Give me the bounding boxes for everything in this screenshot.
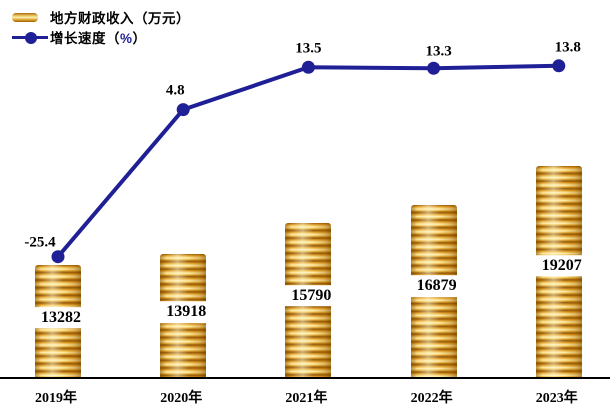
growth-value-label: 13.5 [295, 40, 322, 57]
growth-value-label: 13.3 [425, 43, 452, 60]
growth-value-label: -25.4 [24, 234, 56, 251]
x-axis-label: 2019年 [35, 391, 77, 406]
growth-value-label: 4.8 [165, 82, 185, 99]
x-axis-label: 2022年 [410, 391, 453, 406]
line-point-marker [427, 61, 441, 75]
bar-value-label: 19207 [534, 254, 589, 277]
growth-value-label: 13.8 [554, 39, 581, 56]
bar-value-label: 13918 [159, 301, 214, 323]
x-axis-line [0, 377, 610, 379]
line-point-marker [176, 103, 190, 117]
bar-value-label: 13282 [34, 306, 88, 329]
legend-item-growth: 增长速度（%） [12, 27, 190, 47]
bar-value-label: 16879 [409, 275, 464, 297]
line-point-marker [51, 250, 65, 264]
x-axis-label: 2023年 [535, 391, 578, 406]
bar-series-swatch-icon [12, 12, 38, 22]
line-point-marker [301, 60, 315, 74]
x-axis-label: 2020年 [160, 391, 203, 406]
line-series-marker-icon [12, 31, 48, 44]
legend-label-revenue: 地方财政收入（万元） [50, 11, 190, 26]
line-point-marker [552, 59, 566, 73]
chart-legend: 地方财政收入（万元） 增长速度（%） [12, 7, 190, 47]
bar-value-label: 15790 [284, 284, 339, 307]
legend-item-revenue: 地方财政收入（万元） [12, 7, 190, 27]
legend-label-growth: 增长速度（%） [50, 31, 147, 46]
x-axis-label: 2021年 [285, 391, 328, 406]
